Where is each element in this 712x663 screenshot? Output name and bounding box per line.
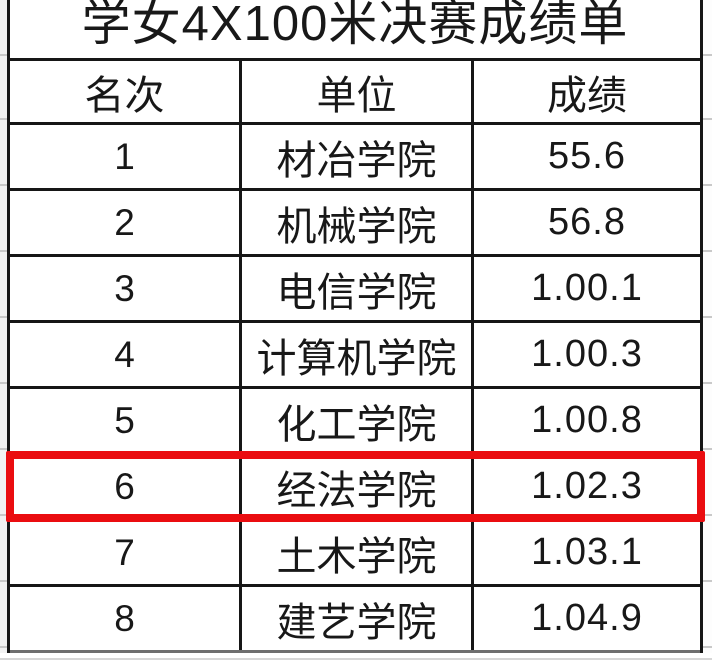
rank-cell[interactable]: 7 xyxy=(10,521,242,584)
rank-cell[interactable]: 8 xyxy=(10,587,242,650)
unit-cell[interactable]: 电信学院 xyxy=(242,257,474,320)
rank-cell[interactable]: 4 xyxy=(10,323,242,386)
score-cell[interactable]: 1.04.9 xyxy=(531,597,643,639)
table-row: 8 建艺学院 1.04.9 xyxy=(10,587,700,653)
rank-cell[interactable]: 2 xyxy=(10,191,242,254)
rank-cell[interactable]: 6 xyxy=(10,455,242,518)
header-score: 成绩 xyxy=(547,73,627,118)
table-row: 4 计算机学院 1.00.3 xyxy=(10,323,700,389)
score-cell[interactable]: 1.02.3 xyxy=(531,465,643,507)
header-rank: 名次 xyxy=(10,61,242,122)
score-cell[interactable]: 1.03.1 xyxy=(531,531,643,573)
unit-cell[interactable]: 建艺学院 xyxy=(242,587,474,650)
unit-cell[interactable]: 经法学院 xyxy=(242,455,474,518)
table-row: 2 机械学院 56.8 xyxy=(10,191,700,257)
score-cell[interactable]: 1.00.1 xyxy=(531,267,643,309)
table-title: 学女4X100米决赛成绩单 xyxy=(81,0,629,51)
table-title-cell: 学女4X100米决赛成绩单 xyxy=(10,0,700,61)
unit-cell[interactable]: 材冶学院 xyxy=(242,125,474,188)
gridline xyxy=(0,658,712,660)
table-row: 5 化工学院 1.00.8 xyxy=(10,389,700,455)
table-row: 3 电信学院 1.00.1 xyxy=(10,257,700,323)
results-table: 学女4X100米决赛成绩单 名次 单位 成绩 1 材冶学院 55.6 2 机械学… xyxy=(7,0,703,653)
rank-cell[interactable]: 5 xyxy=(10,389,242,452)
score-cell[interactable]: 1.00.8 xyxy=(531,399,643,441)
unit-cell[interactable]: 土木学院 xyxy=(242,521,474,584)
score-cell[interactable]: 55.6 xyxy=(548,135,626,177)
unit-cell[interactable]: 机械学院 xyxy=(242,191,474,254)
header-unit: 单位 xyxy=(242,61,474,122)
rank-cell[interactable]: 1 xyxy=(10,125,242,188)
sheet-left-margin xyxy=(0,0,7,653)
unit-cell[interactable]: 化工学院 xyxy=(242,389,474,452)
unit-cell[interactable]: 计算机学院 xyxy=(242,323,474,386)
score-cell[interactable]: 1.00.3 xyxy=(531,333,643,375)
table-row: 7 土木学院 1.03.1 xyxy=(10,521,700,587)
header-row: 名次 单位 成绩 xyxy=(10,61,700,125)
rank-cell[interactable]: 3 xyxy=(10,257,242,320)
score-cell[interactable]: 56.8 xyxy=(548,201,626,243)
table-row: 1 材冶学院 55.6 xyxy=(10,125,700,191)
sheet-right-margin xyxy=(703,0,712,653)
table-row-highlighted: 6 经法学院 1.02.3 xyxy=(10,455,700,521)
